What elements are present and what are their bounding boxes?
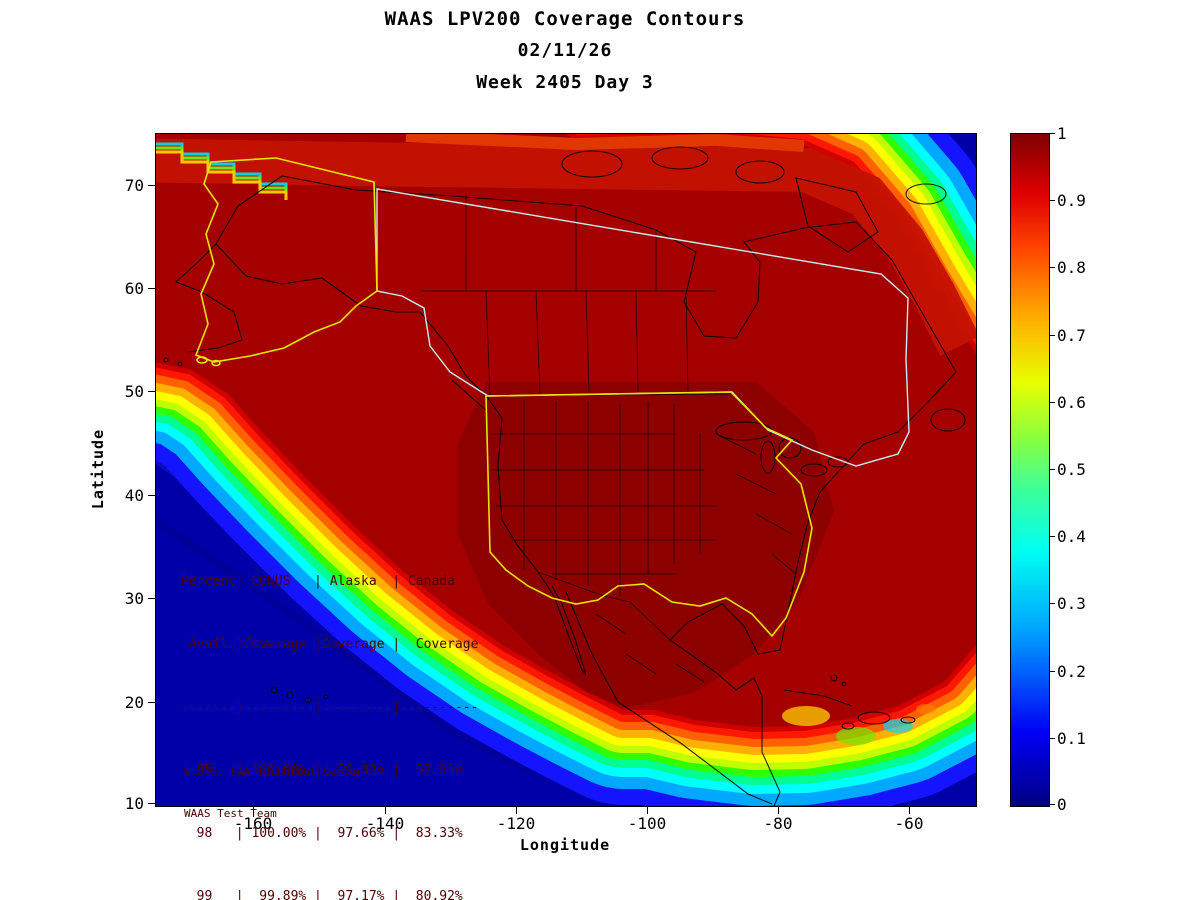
y-tick-label: 10 [124, 794, 144, 813]
credit-overlay: W.J.H. FAA Technical Center WAAS Test Te… [184, 737, 363, 849]
y-tick [148, 391, 155, 392]
x-tick-label: -160 [233, 814, 273, 833]
date-subtitle: 02/11/26 [517, 40, 613, 61]
colorbar-tick [1049, 267, 1055, 268]
top-orange-band [405, 134, 805, 152]
y-tick-label: 20 [124, 693, 144, 712]
table-row: 98 | 100.00% | 97.66% | 83.33% [181, 826, 463, 841]
y-tick [148, 598, 155, 599]
coverage-map-svg [156, 134, 976, 806]
x-tick-label: -100 [627, 814, 667, 833]
credit-line: W.J.H. FAA Technical Center [184, 765, 363, 778]
table-row: 95 | 100.00% | 99.32% | 97.51% [181, 763, 463, 778]
conus-darker-contour [458, 382, 834, 708]
y-tick-label: 40 [124, 486, 144, 505]
colorbar-tick-label: 0 [1057, 795, 1067, 814]
colorbar-tick [1049, 536, 1055, 537]
page-title: WAAS LPV200 Coverage Contours [384, 8, 746, 30]
y-tick [148, 803, 155, 804]
colorbar-tick-label: 0.7 [1057, 326, 1086, 345]
colorbar-tick [1049, 200, 1055, 201]
colorbar-tick-label: 0.8 [1057, 258, 1086, 277]
colorbar-tick-label: 0.4 [1057, 527, 1086, 546]
colorbar [1010, 133, 1050, 807]
y-tick [148, 495, 155, 496]
x-tick-label: -60 [894, 814, 924, 833]
colorbar-tick-label: 0.5 [1057, 460, 1086, 479]
x-tick [253, 807, 254, 814]
y-tick-label: 30 [124, 589, 144, 608]
y-axis-label: Latitude [89, 428, 107, 510]
x-axis-label: Longitude [519, 836, 611, 854]
colorbar-tick-label: 0.2 [1057, 662, 1086, 681]
x-tick [909, 807, 910, 814]
x-tick-label: -140 [365, 814, 405, 833]
colorbar-tick [1049, 335, 1055, 336]
coastlines [163, 146, 966, 806]
colorbar-tick [1049, 603, 1055, 604]
coverage-table-overlay: Percent| CONUS | Alaska | Canada Avail.|… [181, 529, 478, 900]
colorbar-tick-label: 1 [1057, 124, 1067, 143]
x-tick-label: -120 [496, 814, 536, 833]
y-tick [148, 185, 155, 186]
topleft-staircase-contours [156, 142, 288, 200]
caribbean-coverage-patches [782, 704, 936, 745]
colorbar-tick [1049, 671, 1055, 672]
conus-boundary [485, 391, 813, 638]
x-tick [516, 807, 517, 814]
table-row: Percent| CONUS | Alaska | Canada [181, 574, 455, 589]
y-tick [148, 288, 155, 289]
table-row: Avail.|Coverage |Coverage | Coverage [181, 637, 479, 652]
colorbar-tick [1049, 469, 1055, 470]
y-tick-label: 60 [124, 279, 144, 298]
x-tick-label: -80 [763, 814, 793, 833]
week-subtitle: Week 2405 Day 3 [476, 72, 654, 93]
colorbar-tick-label: 0.9 [1057, 191, 1086, 210]
y-tick-label: 50 [124, 382, 144, 401]
colorbar-tick-label: 0.3 [1057, 594, 1086, 613]
colorbar-tick-label: 0.6 [1057, 393, 1086, 412]
y-tick [148, 702, 155, 703]
colorbar-tick [1049, 133, 1055, 134]
colorbar-tick [1049, 804, 1055, 805]
x-tick [778, 807, 779, 814]
colorbar-tick [1049, 402, 1055, 403]
alaska-boundary [194, 157, 378, 367]
map-plot: Percent| CONUS | Alaska | Canada Avail.|… [155, 133, 977, 900]
table-row: -------|---------|---------|---------- [181, 700, 479, 715]
canada-boundary [376, 188, 910, 467]
north-bright-band [156, 138, 976, 356]
x-tick [647, 807, 648, 814]
table-row: 99 | 99.89% | 97.17% | 80.92% [181, 889, 463, 900]
y-tick-label: 70 [124, 176, 144, 195]
colorbar-tick-label: 0.1 [1057, 729, 1086, 748]
credit-line: WAAS Test Team [184, 807, 277, 820]
x-tick [385, 807, 386, 814]
colorbar-tick [1049, 738, 1055, 739]
